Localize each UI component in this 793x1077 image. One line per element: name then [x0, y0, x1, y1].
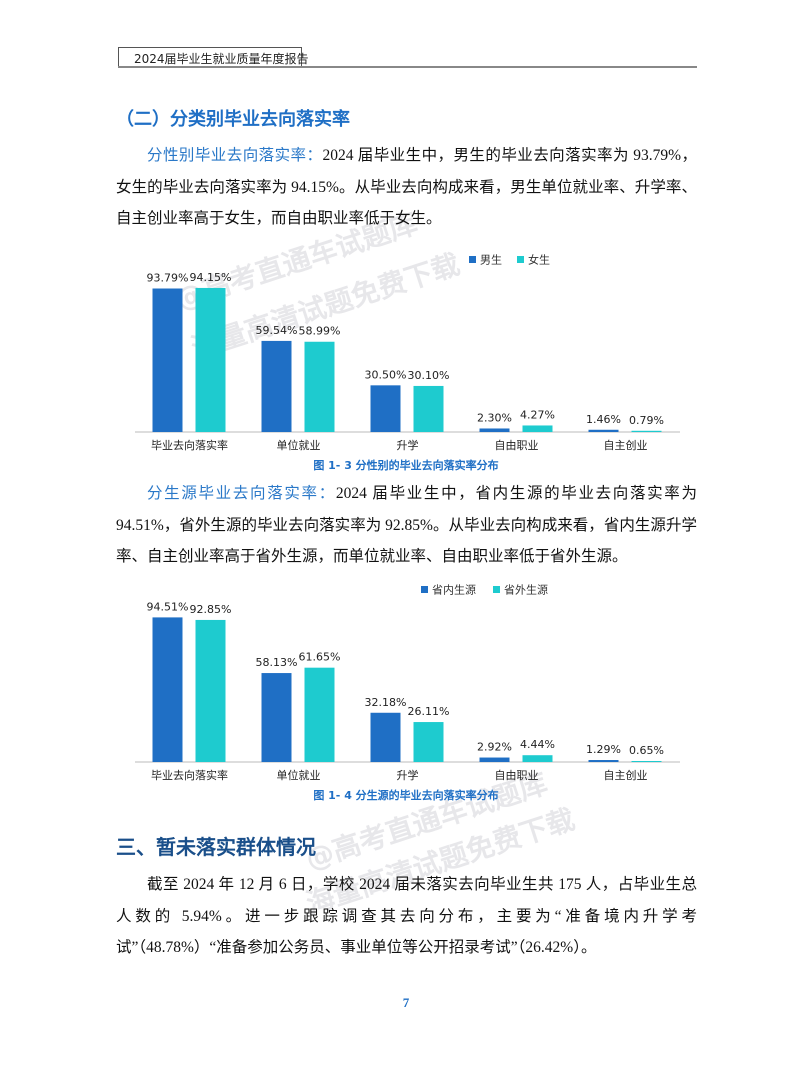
paragraph: 分性别毕业去向落实率：2024 届毕业生中，男生的毕业去向落实率为 93.79%… [116, 140, 697, 235]
value-label: 61.65% [299, 651, 341, 664]
bar [152, 617, 183, 762]
paragraph: 截至 2024 年 12 月 6 日，学校 2024 届未落实去向毕业生共 17… [116, 876, 697, 956]
value-label: 0.79% [629, 414, 664, 427]
header-rule [118, 66, 697, 68]
x-tick-label: 自由职业 [495, 768, 539, 782]
section-heading: （二）分类别毕业去向落实率 [116, 109, 350, 130]
value-label: 93.79% [147, 272, 189, 285]
bar [588, 760, 619, 762]
lead: 分生源毕业去向落实率： [147, 485, 336, 502]
bar [522, 755, 553, 762]
paragraph: 分生源毕业去向落实率：2024 届毕业生中，省内生源的毕业去向落实率为 94.5… [116, 478, 697, 573]
value-label: 58.13% [256, 656, 298, 669]
value-label: 30.50% [365, 368, 407, 381]
value-label: 26.11% [408, 705, 450, 718]
header-title: 2024届毕业生就业质量年度报告 [134, 52, 309, 66]
bar [631, 430, 662, 432]
value-label: 0.65% [629, 744, 664, 757]
legend-label: 男生 [480, 253, 502, 267]
bar [195, 619, 226, 762]
bar [304, 341, 335, 432]
bar [522, 425, 553, 432]
bar [479, 428, 510, 432]
x-tick-label: 单位就业 [277, 768, 321, 782]
bar [370, 385, 401, 432]
value-label: 1.46% [586, 413, 621, 426]
legend-label: 省外生源 [504, 583, 548, 597]
bar [631, 761, 662, 762]
x-tick-label: 单位就业 [277, 438, 321, 452]
lead: 分性别毕业去向落实率： [147, 147, 323, 164]
value-label: 94.15% [190, 271, 232, 284]
legend-label: 女生 [528, 253, 550, 267]
value-label: 4.27% [520, 408, 555, 421]
text: 2024 届毕业生中，男生的毕业去向落实率为 93.79%，女生的毕业去向落实率… [116, 147, 697, 227]
value-label: 2.92% [477, 741, 512, 754]
value-label: 59.54% [256, 324, 298, 337]
value-label: 4.44% [520, 738, 555, 751]
section-heading: 三、暂未落实群体情况 [116, 835, 316, 859]
bar [370, 712, 401, 762]
x-tick-label: 自由职业 [495, 438, 539, 452]
value-label: 58.99% [299, 325, 341, 338]
text: 2024 届毕业生中，省内生源的毕业去向落实率为 94.51%，省外生源的毕业去… [116, 485, 697, 565]
figure-caption: 图 1- 4 分生源的毕业去向落实率分布 [313, 788, 498, 802]
value-label: 30.10% [408, 369, 450, 382]
header-box [118, 47, 302, 68]
x-tick-label: 升学 [397, 768, 419, 782]
bar [152, 288, 183, 432]
bar [479, 757, 510, 762]
legend-swatch [517, 256, 524, 263]
legend-label: 省内生源 [432, 583, 476, 597]
x-tick-label: 升学 [397, 438, 419, 452]
legend-swatch [469, 256, 476, 263]
bar [413, 385, 444, 432]
bar [304, 667, 335, 762]
x-tick-label: 毕业去向落实率 [151, 768, 228, 782]
page-number: 7 [402, 995, 410, 1010]
bar [413, 722, 444, 762]
value-label: 92.85% [190, 603, 232, 616]
legend-swatch [421, 586, 428, 593]
value-label: 32.18% [365, 696, 407, 709]
bar [588, 429, 619, 432]
value-label: 2.30% [477, 411, 512, 424]
x-tick-label: 自主创业 [604, 769, 648, 782]
value-label: 94.51% [147, 600, 189, 613]
x-tick-label: 毕业去向落实率 [151, 438, 228, 452]
value-label: 1.29% [586, 743, 621, 756]
bar [261, 673, 292, 762]
legend-swatch [493, 586, 500, 593]
figure-caption: 图 1- 3 分性别的毕业去向落实率分布 [313, 458, 498, 472]
x-tick-label: 自主创业 [604, 439, 648, 452]
bar [261, 340, 292, 432]
bar [195, 287, 226, 432]
